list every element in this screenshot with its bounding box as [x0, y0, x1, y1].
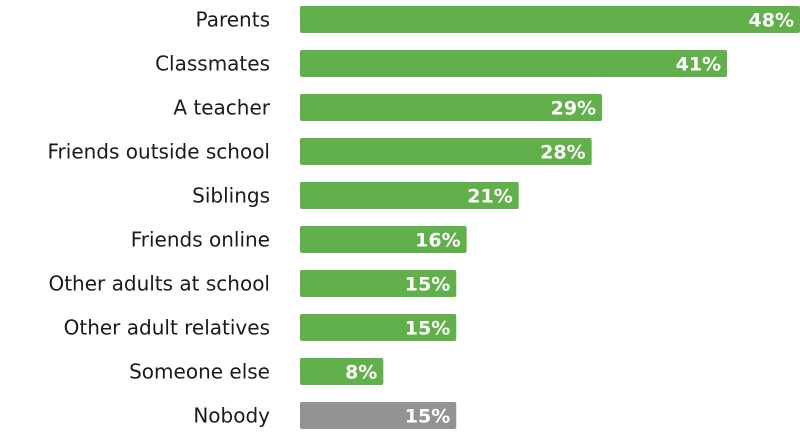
bar	[300, 358, 384, 385]
category-label: Classmates	[155, 52, 270, 76]
category-label: A teacher	[173, 96, 270, 120]
value-label: 21%	[467, 186, 512, 208]
value-label: 28%	[540, 142, 585, 164]
value-label: 29%	[551, 98, 596, 120]
bar	[300, 402, 457, 429]
value-label: 8%	[345, 362, 377, 384]
value-label: 15%	[405, 318, 450, 340]
bar	[300, 226, 467, 253]
bar	[300, 6, 800, 33]
value-label: 15%	[405, 274, 450, 296]
bar	[300, 50, 728, 77]
category-label: Friends online	[131, 228, 270, 252]
bar	[300, 138, 592, 165]
category-label: Parents	[196, 8, 270, 32]
value-label: 15%	[405, 406, 450, 428]
bar	[300, 270, 457, 297]
value-label: 16%	[415, 230, 460, 252]
category-label: Other adults at school	[48, 272, 270, 296]
category-label: Friends outside school	[48, 140, 271, 164]
category-label: Nobody	[193, 404, 270, 428]
bar	[300, 94, 603, 121]
category-label: Other adult relatives	[64, 316, 270, 340]
bar	[300, 182, 519, 209]
category-label: Someone else	[129, 360, 270, 384]
value-label: 41%	[676, 54, 721, 76]
value-label: 48%	[749, 10, 794, 32]
bar	[300, 314, 457, 341]
category-label: Siblings	[192, 184, 270, 208]
